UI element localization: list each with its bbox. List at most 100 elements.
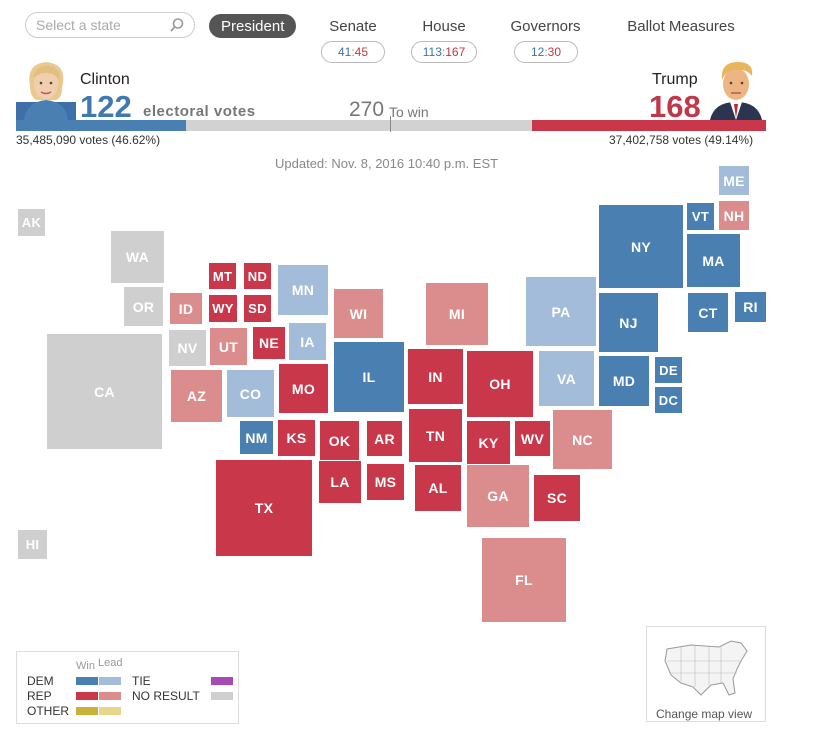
to-win-number: 270 (349, 98, 385, 121)
state-tile-ca[interactable]: CA (47, 334, 162, 449)
rep-candidate-name: Trump (652, 71, 698, 88)
state-search[interactable] (25, 12, 195, 38)
change-map-view-label: Change map view (656, 707, 753, 721)
legend-tie-swatch (211, 677, 233, 685)
pill-separator: : (351, 45, 355, 59)
state-tile-ar[interactable]: AR (367, 421, 402, 456)
pill-separator: : (544, 45, 548, 59)
state-tile-fl[interactable]: FL (482, 538, 566, 622)
tab-senate[interactable]: Senate (329, 17, 377, 35)
state-tile-ct[interactable]: CT (688, 293, 728, 332)
dem-electoral-fill (16, 120, 186, 131)
electoral-votes-label: electoral votes (143, 103, 256, 120)
state-tile-wv[interactable]: WV (515, 421, 550, 456)
house-count-pill[interactable]: 113:167 (411, 41, 477, 63)
rep-popular-votes: 37,402,758 votes (49.14%) (609, 133, 754, 147)
state-tile-ks[interactable]: KS (278, 420, 315, 456)
tab-governors[interactable]: Governors (510, 17, 581, 35)
legend-dem-label: DEM (27, 674, 54, 688)
house-dem-count: 113 (422, 45, 442, 59)
legend-rep-win-swatch (76, 692, 98, 700)
trump-portrait (710, 62, 762, 120)
state-tile-sc[interactable]: SC (534, 475, 580, 521)
state-tile-wa[interactable]: WA (111, 231, 164, 283)
house-rep-count: 167 (445, 45, 466, 59)
tab-house[interactable]: House (422, 17, 466, 35)
state-tile-nc[interactable]: NC (553, 410, 612, 469)
state-tile-de[interactable]: DE (655, 357, 682, 383)
state-tile-me[interactable]: ME (719, 166, 749, 195)
state-tile-ga[interactable]: GA (467, 465, 529, 527)
state-tile-nm[interactable]: NM (240, 421, 273, 454)
state-tile-sd[interactable]: SD (244, 295, 271, 322)
clinton-portrait (16, 62, 76, 120)
tab-ballot-measures[interactable]: Ballot Measures (627, 17, 735, 35)
legend-no-result-label: NO RESULT (132, 689, 200, 703)
electoral-progress-bar (16, 116, 766, 132)
governors-rep-count: 30 (547, 45, 562, 59)
state-tile-nd[interactable]: ND (244, 263, 271, 289)
us-map-icon (664, 640, 748, 696)
state-tile-md[interactable]: MD (599, 356, 649, 406)
senate-rep-count: 45 (354, 45, 369, 59)
search-input[interactable] (36, 17, 166, 33)
state-tile-ma[interactable]: MA (687, 234, 740, 287)
state-tile-az[interactable]: AZ (171, 370, 222, 422)
state-tile-va[interactable]: VA (539, 351, 594, 406)
state-tile-in[interactable]: IN (408, 349, 463, 404)
dem-popular-votes: 35,485,090 votes (46.62%) (16, 133, 161, 147)
state-tile-ut[interactable]: UT (210, 328, 247, 365)
state-tile-mn[interactable]: MN (278, 265, 328, 315)
legend-tie-label: TIE (132, 674, 151, 688)
legend-dem-win-swatch (76, 677, 98, 685)
state-tile-ky[interactable]: KY (467, 421, 510, 464)
state-tile-wi[interactable]: WI (334, 289, 383, 338)
state-tile-or[interactable]: OR (124, 287, 163, 326)
search-icon[interactable] (169, 17, 185, 33)
state-tile-ak[interactable]: AK (18, 209, 45, 236)
legend-win-label: Win (76, 660, 95, 672)
rep-electoral-fill (532, 120, 766, 131)
map-legend: Win Lead DEM REP OTHER TIE NO RESULT (16, 651, 239, 724)
state-tile-nh[interactable]: NH (719, 201, 749, 230)
state-tile-mo[interactable]: MO (279, 364, 328, 413)
state-tile-tn[interactable]: TN (409, 409, 462, 462)
governors-count-pill[interactable]: 12:30 (514, 41, 578, 63)
dem-candidate-name: Clinton (80, 71, 130, 88)
state-tile-ok[interactable]: OK (320, 421, 359, 460)
to-win-label: To win (389, 104, 429, 120)
state-tile-oh[interactable]: OH (467, 351, 533, 417)
to-win-marker (390, 116, 391, 132)
senate-count-pill[interactable]: 41:45 (321, 41, 385, 63)
rep-electoral-count: 168 (649, 89, 701, 124)
state-tile-la[interactable]: LA (319, 461, 361, 503)
state-tile-hi[interactable]: HI (18, 530, 47, 559)
state-tile-il[interactable]: IL (334, 342, 404, 412)
legend-no-result-swatch (211, 692, 233, 700)
legend-other-win-swatch (76, 707, 98, 715)
state-tile-ri[interactable]: RI (735, 292, 766, 322)
state-tile-nj[interactable]: NJ (599, 293, 658, 352)
updated-timestamp: Updated: Nov. 8, 2016 10:40 p.m. EST (275, 156, 499, 171)
state-tile-al[interactable]: AL (415, 465, 461, 511)
state-tile-mi[interactable]: MI (426, 283, 488, 345)
state-tile-co[interactable]: CO (227, 370, 274, 417)
state-tile-pa[interactable]: PA (526, 277, 596, 346)
state-tile-vt[interactable]: VT (687, 203, 714, 230)
state-tile-dc[interactable]: DC (655, 387, 682, 413)
dem-electoral-count: 122 (80, 89, 132, 124)
state-tile-wy[interactable]: WY (209, 295, 237, 322)
tab-president[interactable]: President (209, 14, 297, 38)
state-tile-ny[interactable]: NY (599, 205, 683, 288)
state-tile-nv[interactable]: NV (169, 330, 206, 366)
state-tile-tx[interactable]: TX (216, 460, 312, 556)
change-map-view-button[interactable]: Change map view (646, 626, 766, 722)
state-tile-id[interactable]: ID (170, 293, 202, 324)
state-tile-mt[interactable]: MT (209, 263, 236, 289)
legend-rep-lead-swatch (99, 692, 121, 700)
state-tile-ms[interactable]: MS (367, 464, 404, 500)
state-tile-ia[interactable]: IA (289, 323, 326, 360)
state-tile-ne[interactable]: NE (253, 327, 285, 359)
legend-lead-label: Lead (98, 657, 123, 669)
legend-rep-label: REP (27, 689, 52, 703)
